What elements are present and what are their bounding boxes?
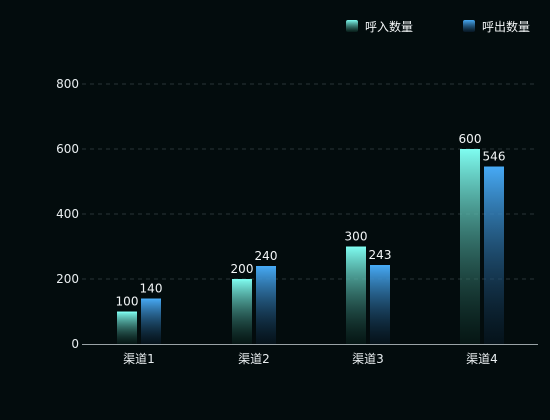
bar-cap <box>346 246 366 248</box>
x-tick-label: 渠道3 <box>352 352 384 366</box>
bar-cap <box>141 298 161 300</box>
legend-swatch-2[interactable] <box>463 20 475 32</box>
x-tick-label: 渠道1 <box>123 352 155 366</box>
y-tick-label: 400 <box>56 207 79 221</box>
data-label: 140 <box>140 282 163 296</box>
bar-series1-2[interactable] <box>232 279 252 344</box>
bar-cap <box>256 266 276 268</box>
data-label: 546 <box>483 150 506 164</box>
bar-series1-3[interactable] <box>346 246 366 345</box>
data-label: 600 <box>459 132 482 146</box>
legend-swatch-1[interactable] <box>346 20 358 32</box>
bar-cap <box>370 265 390 267</box>
bar-series2-2[interactable] <box>256 266 276 344</box>
y-axis: 0 200 400 600 800 <box>56 77 79 351</box>
bar-cap <box>232 279 252 281</box>
bar-series2-4[interactable] <box>484 166 504 344</box>
bar-cap <box>460 149 480 151</box>
x-tick-label: 渠道2 <box>238 352 270 366</box>
y-tick-label: 0 <box>71 337 79 351</box>
legend-label-1[interactable]: 呼入数量 <box>365 19 413 34</box>
data-label: 240 <box>255 249 278 263</box>
bar-cap <box>117 311 137 313</box>
legend-label-2[interactable]: 呼出数量 <box>482 19 530 34</box>
bars <box>117 149 504 344</box>
y-tick-label: 200 <box>56 272 79 286</box>
bar-series2-3[interactable] <box>370 265 390 344</box>
legend: 呼入数量 呼出数量 <box>346 19 530 34</box>
data-label: 243 <box>369 248 392 262</box>
data-label: 300 <box>345 230 368 244</box>
y-tick-label: 800 <box>56 77 79 91</box>
bar-series1-4[interactable] <box>460 149 480 344</box>
data-label: 100 <box>116 295 139 309</box>
data-label: 200 <box>231 262 254 276</box>
x-tick-label: 渠道4 <box>466 352 498 366</box>
x-axis: 渠道1 渠道2 渠道3 渠道4 <box>82 344 538 366</box>
bar-series1-1[interactable] <box>117 311 137 345</box>
bar-cap <box>484 166 504 169</box>
y-tick-label: 600 <box>56 142 79 156</box>
bar-series2-1[interactable] <box>141 298 161 345</box>
